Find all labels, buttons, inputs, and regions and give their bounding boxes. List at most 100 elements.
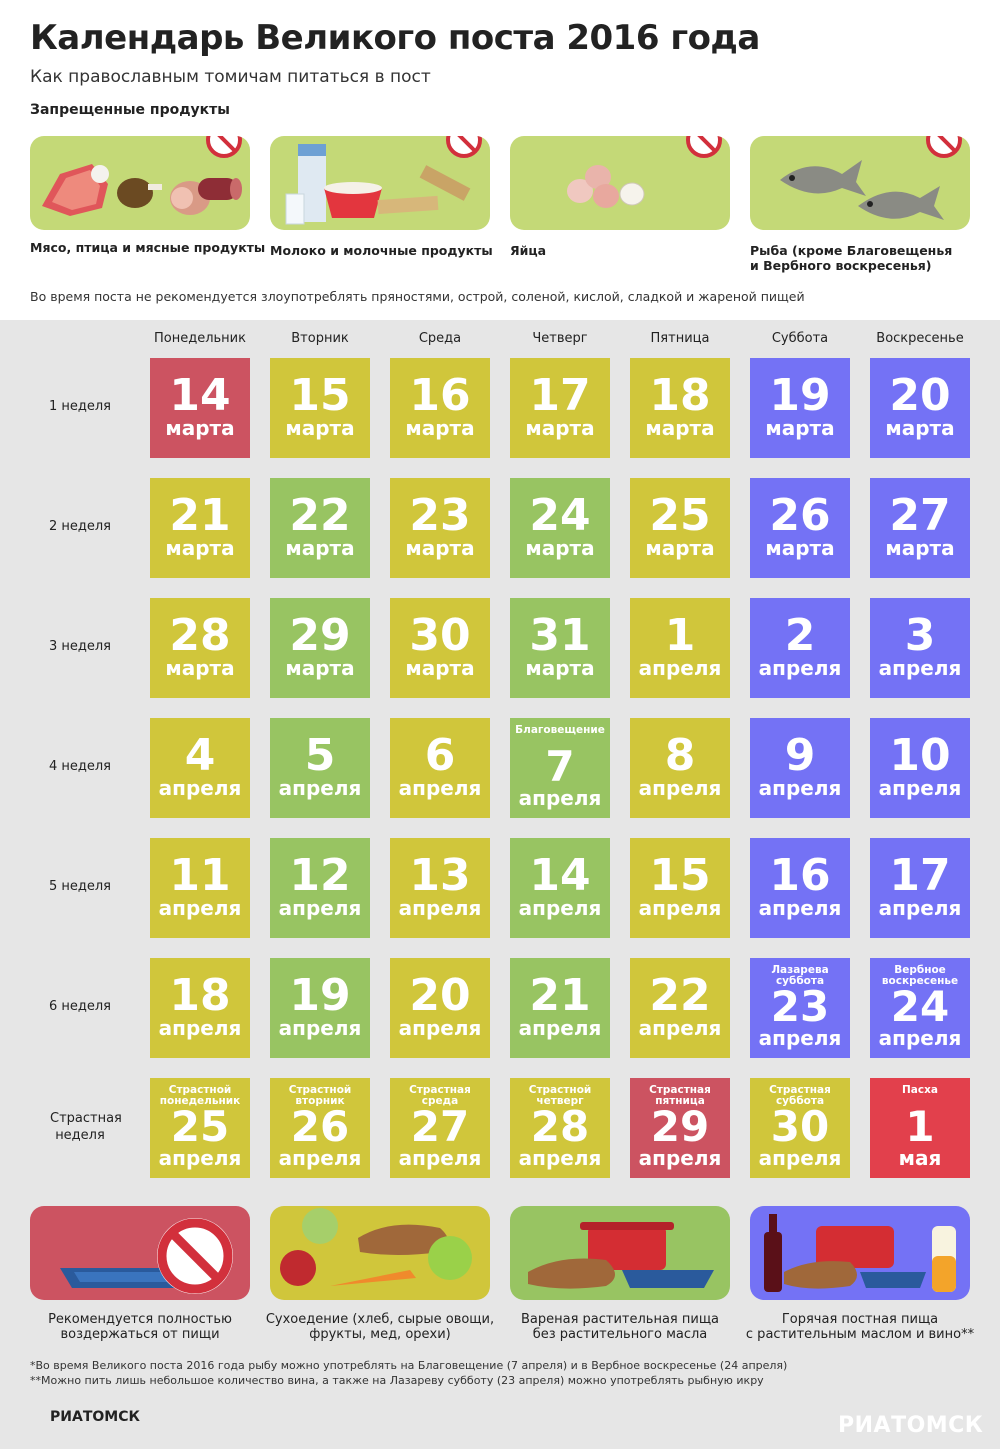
day-number: 21 xyxy=(169,490,231,541)
eggs-label: Яйца xyxy=(510,243,547,258)
day-month: марта xyxy=(525,656,595,680)
meat-label: Мясо, птица и мясные продукты xyxy=(30,240,266,255)
day-caption: Пасха xyxy=(902,1084,938,1096)
day-cell: Страстной четверг 28 апреля xyxy=(510,1078,610,1178)
day-month: апреля xyxy=(158,1016,242,1040)
day-cell: 14 апреля xyxy=(510,838,610,938)
day-number: 22 xyxy=(649,970,711,1021)
day-month: апреля xyxy=(398,1016,482,1040)
day-month: марта xyxy=(645,536,715,560)
day-month: марта xyxy=(405,656,475,680)
day-number: 18 xyxy=(649,370,711,421)
day-cell: 20 марта xyxy=(870,358,970,458)
day-cell: 8 апреля xyxy=(630,718,730,818)
day-cell: Вербное воскресенье 24 апреля xyxy=(870,958,970,1058)
day-cell: 4 апреля xyxy=(150,718,250,818)
day-month: марта xyxy=(405,416,475,440)
legend-line: Рекомендуется полностью xyxy=(48,1312,232,1327)
day-cell: 15 апреля xyxy=(630,838,730,938)
day-number: 7 xyxy=(545,742,575,791)
day-month: апреля xyxy=(158,776,242,800)
day-cell: 18 апреля xyxy=(150,958,250,1058)
fish-label: Рыба (кроме Благовещенья и Вербного воск… xyxy=(750,243,952,273)
day-cell: 3 апреля xyxy=(870,598,970,698)
day-number: 19 xyxy=(769,370,831,421)
day-month: апреля xyxy=(638,776,722,800)
legend-line: без растительного масла xyxy=(532,1327,708,1342)
day-cell: 15 марта xyxy=(270,358,370,458)
day-number: 31 xyxy=(529,610,591,661)
week-label: 1 неделя xyxy=(48,399,112,414)
day-month: апреля xyxy=(158,1146,242,1170)
day-cell: 23 марта xyxy=(390,478,490,578)
day-name: Четверг xyxy=(532,331,588,346)
week-label: 2 неделя xyxy=(48,519,112,534)
page-title: Календарь Великого поста 2016 года xyxy=(30,18,760,58)
day-number: 8 xyxy=(664,730,696,781)
day-cell: 19 апреля xyxy=(270,958,370,1058)
boiled-food-icon xyxy=(528,1222,714,1289)
day-month: апреля xyxy=(878,896,962,920)
day-cell: 14 марта xyxy=(150,358,250,458)
legend-line: Вареная растительная пища xyxy=(520,1312,720,1327)
footnote-fish: *Во время Великого поста 2016 года рыбу … xyxy=(30,1359,788,1372)
day-cell: 16 марта xyxy=(390,358,490,458)
day-number: 20 xyxy=(889,370,951,421)
day-number: 23 xyxy=(409,490,471,541)
day-cell: 28 марта xyxy=(150,598,250,698)
meat-card xyxy=(30,136,250,230)
week-label: 6 неделя xyxy=(48,999,112,1014)
ban-icon xyxy=(446,136,482,158)
day-month: апреля xyxy=(398,776,482,800)
day-number: 21 xyxy=(529,970,591,1021)
day-cell: Страстная суббота 30 апреля xyxy=(750,1078,850,1178)
day-month: марта xyxy=(165,536,235,560)
day-month: марта xyxy=(165,656,235,680)
week-label: Страстная неделя xyxy=(50,1111,122,1143)
day-cell: 2 апреля xyxy=(750,598,850,698)
day-number: 18 xyxy=(169,970,231,1021)
fish-label-line1: Рыба (кроме Благовещенья xyxy=(750,243,953,258)
day-cell: 18 марта xyxy=(630,358,730,458)
day-month: апреля xyxy=(518,1016,602,1040)
day-number: 9 xyxy=(784,730,816,781)
legend-abstain-label: Рекомендуется полностью воздержаться от … xyxy=(10,1312,270,1342)
ban-icon xyxy=(206,136,242,158)
day-number: 15 xyxy=(289,370,351,421)
day-number: 16 xyxy=(409,370,471,421)
day-month: апреля xyxy=(398,896,482,920)
day-number: 12 xyxy=(289,850,351,901)
day-month: марта xyxy=(765,416,835,440)
hot-food-wine-icon xyxy=(764,1214,956,1292)
eggs-icon xyxy=(567,165,645,208)
legend-dry-card xyxy=(270,1206,490,1300)
day-number: 24 xyxy=(890,982,950,1031)
day-month: апреля xyxy=(518,1146,602,1170)
day-name: Вторник xyxy=(291,331,349,346)
day-number: 6 xyxy=(424,730,456,781)
day-cell: Лазарева суббота 23 апреля xyxy=(750,958,850,1058)
fish-icon xyxy=(780,160,944,220)
milk-card xyxy=(270,136,490,230)
day-month: марта xyxy=(405,536,475,560)
ria-tomsk-logo: РИАТОМСК xyxy=(50,1409,140,1425)
day-month: апреля xyxy=(278,896,362,920)
day-month: марта xyxy=(285,656,355,680)
day-month: апреля xyxy=(398,1146,482,1170)
legend-line: воздержаться от пищи xyxy=(60,1327,220,1342)
legend-line: фрукты, мед, орехи) xyxy=(309,1327,451,1342)
day-number: 16 xyxy=(769,850,831,901)
day-month: апреля xyxy=(758,1146,842,1170)
day-month: апреля xyxy=(758,1026,842,1050)
week-label: 5 неделя xyxy=(48,879,112,894)
day-cell: 16 апреля xyxy=(750,838,850,938)
day-caption: Страстная среда xyxy=(409,1084,471,1107)
day-cell: 5 апреля xyxy=(270,718,370,818)
day-caption: Вербное воскресенье xyxy=(881,964,959,987)
day-number: 30 xyxy=(770,1102,830,1151)
day-month: апреля xyxy=(638,656,722,680)
ria-tomsk-watermark: РИАТОМСК xyxy=(838,1413,984,1438)
raw-food-icon xyxy=(280,1208,472,1286)
day-month: марта xyxy=(525,536,595,560)
day-cell: Благовещение 7 апреля xyxy=(510,718,610,818)
